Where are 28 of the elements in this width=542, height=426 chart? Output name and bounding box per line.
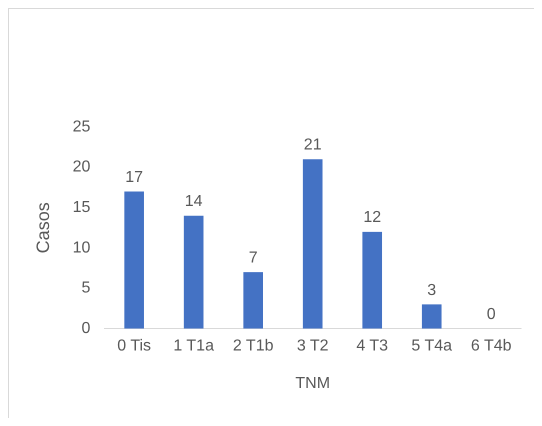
data-label: 7: [248, 250, 258, 267]
bar: [422, 304, 442, 329]
data-label: 12: [363, 209, 382, 226]
y-tick-label: 10: [72, 239, 90, 256]
y-tick-label: 5: [81, 280, 90, 297]
x-tick-label: 4 T3: [356, 338, 388, 355]
y-tick-label: 25: [72, 118, 90, 136]
data-label: 14: [184, 193, 203, 210]
bar: [184, 216, 204, 329]
y-axis-title: Casos: [32, 202, 53, 254]
data-label: 3: [427, 282, 436, 299]
x-tick-label: 2 T1b: [232, 338, 274, 355]
data-label: 0: [486, 306, 496, 324]
x-tick-label: 6 T4b: [470, 338, 512, 355]
bar: [243, 272, 264, 329]
y-tick-label: 15: [72, 199, 90, 216]
x-tick-label: 0 Tis: [117, 338, 152, 355]
x-axis-title: TNM: [295, 374, 330, 392]
bar: [302, 159, 323, 329]
y-tick-label: 0: [81, 320, 90, 338]
y-tick-label: 20: [72, 158, 90, 176]
bar: [362, 232, 382, 329]
x-tick-label: 1 T1a: [173, 338, 214, 355]
data-label: 17: [125, 168, 144, 186]
x-tick-label: 3 T2: [296, 338, 329, 355]
bar: [124, 192, 144, 329]
data-label: 21: [304, 136, 322, 154]
x-tick-label: 5 T4a: [411, 338, 452, 355]
